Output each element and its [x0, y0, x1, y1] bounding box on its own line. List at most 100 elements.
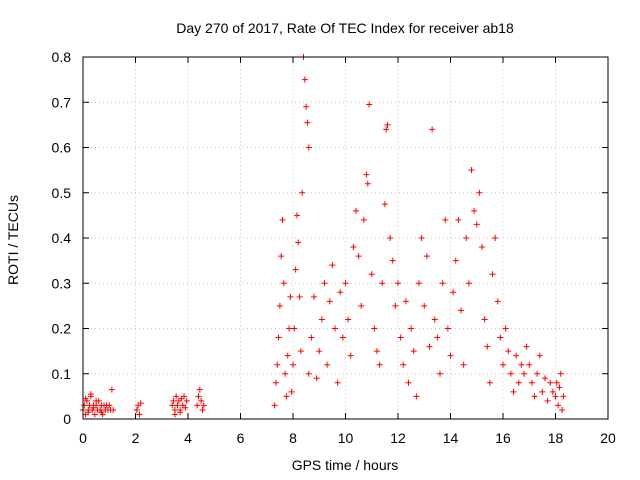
data-point: [171, 411, 178, 418]
data-point: [284, 352, 291, 359]
data-point: [447, 352, 454, 359]
x-tick-label: 14: [443, 430, 459, 446]
y-tick-label: 0.4: [52, 230, 72, 246]
data-point: [326, 298, 333, 305]
data-point: [439, 280, 446, 287]
data-point: [397, 334, 404, 341]
data-point: [177, 409, 184, 416]
data-point: [278, 253, 285, 260]
data-point: [494, 298, 501, 305]
data-point: [136, 411, 143, 418]
y-tick-label: 0.1: [52, 366, 72, 382]
data-point: [329, 262, 336, 269]
data-point: [82, 395, 89, 402]
y-tick-label: 0.2: [52, 321, 72, 337]
data-point: [450, 289, 457, 296]
data-point: [353, 207, 359, 214]
data-point: [311, 293, 317, 300]
x-tick-label: 20: [600, 430, 616, 446]
grid-lines: [83, 57, 608, 419]
data-point: [308, 334, 315, 341]
data-point: [460, 361, 467, 368]
data-point: [444, 325, 451, 332]
data-point: [484, 343, 491, 350]
data-point: [421, 302, 428, 309]
data-point: [416, 280, 422, 287]
data-point: [137, 400, 144, 407]
data-point: [305, 370, 312, 377]
data-point: [502, 325, 509, 332]
data-point: [521, 370, 527, 377]
data-point: [434, 334, 441, 341]
data-point: [547, 379, 554, 386]
data-point: [481, 316, 488, 323]
data-point: [93, 397, 100, 404]
data-point: [287, 293, 294, 300]
data-point: [290, 361, 296, 368]
data-point: [98, 409, 105, 416]
data-point: [91, 411, 98, 418]
x-tick-label: 6: [237, 430, 245, 446]
x-tick-label: 18: [548, 430, 564, 446]
data-point: [560, 393, 567, 400]
data-point: [555, 402, 562, 409]
data-point: [549, 388, 556, 395]
data-point: [324, 361, 331, 368]
data-point: [479, 244, 485, 251]
data-point: [505, 348, 512, 355]
data-point: [531, 393, 538, 400]
data-point: [515, 379, 522, 386]
data-point: [301, 76, 308, 83]
data-point: [471, 207, 478, 214]
x-tick-label: 16: [495, 430, 511, 446]
y-tick-label: 0.5: [52, 185, 72, 201]
data-point: [350, 244, 357, 251]
data-point: [486, 379, 493, 386]
data-point: [426, 343, 433, 350]
data-point: [473, 221, 480, 228]
data-point: [182, 404, 189, 411]
data-point: [305, 144, 312, 151]
data-point: [282, 370, 289, 377]
data-point: [339, 334, 346, 341]
data-point: [513, 352, 520, 359]
data-point: [342, 280, 349, 287]
data-point: [553, 379, 560, 386]
data-points: [80, 54, 567, 418]
data-point: [497, 334, 504, 341]
data-point: [334, 379, 341, 386]
data-point: [110, 406, 117, 413]
data-point: [542, 375, 548, 382]
data-point: [272, 379, 279, 386]
data-point: [465, 280, 472, 287]
data-point: [431, 316, 438, 323]
x-tick-label: 4: [184, 430, 192, 446]
data-point: [170, 397, 177, 404]
data-point: [544, 397, 551, 404]
x-tick-label: 8: [289, 430, 297, 446]
data-point: [552, 393, 559, 400]
data-point: [400, 361, 407, 368]
data-point: [510, 388, 517, 395]
data-point: [200, 402, 207, 409]
data-point: [413, 393, 420, 400]
data-point: [85, 409, 92, 416]
data-point: [408, 325, 415, 332]
data-point: [500, 361, 506, 368]
data-point: [507, 370, 514, 377]
data-point: [279, 216, 286, 223]
data-point: [347, 352, 354, 359]
data-point: [405, 379, 412, 386]
data-point: [384, 121, 391, 128]
data-point: [402, 298, 409, 305]
data-point: [452, 257, 459, 264]
data-point: [292, 266, 299, 273]
data-point: [337, 289, 344, 296]
data-point: [383, 126, 390, 133]
data-point: [410, 348, 417, 355]
y-tick-label: 0.8: [52, 49, 72, 65]
data-point: [288, 388, 295, 395]
data-point: [286, 325, 293, 332]
data-point: [418, 235, 425, 241]
data-point: [81, 402, 88, 409]
